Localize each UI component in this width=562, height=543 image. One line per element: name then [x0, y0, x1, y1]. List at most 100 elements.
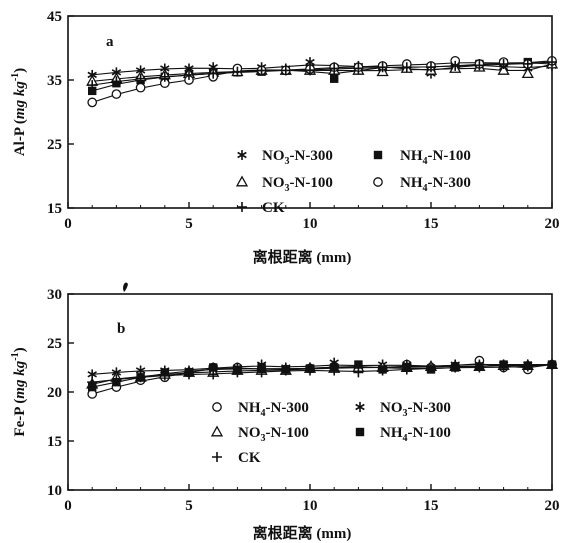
data-point	[521, 67, 534, 79]
legend-marker	[235, 175, 249, 187]
data-point	[159, 370, 170, 381]
data-point	[522, 361, 533, 372]
x-tick-label: 0	[64, 216, 72, 232]
legend-marker	[355, 402, 365, 412]
data-point	[329, 365, 340, 376]
x-tick-label: 15	[424, 498, 439, 514]
legend-entry: NO3-N-100	[210, 425, 309, 444]
x-axis-label: 离根距离 (mm)	[253, 524, 352, 542]
x-tick-label: 0	[64, 498, 72, 514]
y-tick-label: 20	[47, 385, 62, 401]
legend-entry: NO3-N-300	[237, 148, 333, 167]
data-point	[547, 57, 557, 68]
data-point	[377, 62, 388, 73]
series-nh4-n-100	[88, 57, 557, 96]
data-point	[329, 63, 340, 74]
data-point	[547, 359, 557, 370]
data-point	[184, 69, 194, 80]
y-axis-label-sup: -1	[10, 352, 21, 360]
legend-label: NH4-N-300	[400, 175, 471, 194]
data-point	[87, 97, 98, 108]
y-axis-label-prefix: Al-P (	[12, 119, 28, 156]
series-ck	[87, 359, 557, 388]
data-point	[88, 86, 97, 96]
legend-entry: NH4-N-300	[373, 175, 471, 194]
data-point	[497, 63, 510, 75]
y-tick-label: 45	[47, 9, 62, 25]
legend-label: NO3-N-100	[262, 175, 333, 194]
chart-panel-a: 0 5 10 15 20 15 25 35 45 离根距离 (mm) Al-P (mg kg-1) a…	[10, 9, 560, 266]
x-tick-label: 5	[185, 498, 193, 514]
legend-label: NO3-N-300	[262, 148, 333, 167]
data-point	[401, 364, 412, 375]
legend-marker	[373, 150, 383, 160]
x-tick-label: 5	[185, 216, 193, 232]
data-point	[135, 372, 146, 383]
legend-marker	[373, 177, 383, 187]
y-axis-label-suffix: )	[12, 347, 28, 352]
legend-entry: CK	[212, 450, 261, 466]
y-axis-label-unit: mg kg	[12, 81, 28, 119]
data-point	[353, 367, 364, 378]
data-point	[450, 362, 461, 373]
data-point	[353, 63, 364, 74]
series-no3-n-100	[86, 358, 559, 389]
data-point	[209, 363, 218, 372]
data-point	[305, 65, 315, 76]
legend-entry: CK	[237, 200, 285, 216]
legend-label: NO3-N-100	[238, 425, 309, 444]
legend-marker	[237, 150, 247, 160]
data-point	[330, 74, 339, 83]
data-point	[474, 362, 485, 373]
y-axis-label-suffix: )	[12, 68, 28, 73]
data-point	[111, 89, 122, 99]
data-point	[208, 369, 219, 380]
legend-marker	[212, 452, 222, 462]
data-point	[280, 65, 291, 76]
data-point	[232, 367, 243, 378]
x-tick-label: 20	[545, 216, 560, 232]
legend: NH4-N-300 NO3-N-300 NO3-N-100 NH4-N-100 CK	[210, 400, 451, 466]
legend-entry: NO3-N-100	[235, 175, 333, 194]
legend: NO3-N-300 NH4-N-100 NO3-N-100 NH4-N-300 CK	[235, 148, 471, 216]
data-point	[232, 66, 243, 77]
legend-marker	[355, 427, 365, 437]
data-point	[354, 360, 363, 369]
data-point	[498, 362, 509, 373]
y-axis-label: Fe-P (mg kg-1)	[10, 347, 28, 436]
legend-label: NH4-N-300	[238, 400, 309, 419]
y-axis-label-prefix: Fe-P (	[12, 399, 28, 437]
chart-panel-b: 0 5 10 15 20 10 15 20 25 30 离根距离 (mm) Fe-P (mg kg-1…	[10, 287, 560, 542]
data-point	[305, 365, 315, 376]
y-tick-label: 30	[47, 287, 62, 303]
data-point	[135, 73, 146, 84]
legend-label: NH4-N-100	[400, 148, 471, 167]
data-point	[208, 68, 219, 79]
legend-label: NH4-N-100	[380, 425, 451, 444]
data-point	[426, 363, 436, 374]
data-point	[474, 60, 485, 71]
legend-entry: NH4-N-300	[212, 400, 309, 419]
data-point	[426, 62, 436, 73]
data-point	[87, 80, 98, 91]
x-tick-label: 15	[424, 216, 439, 232]
data-point	[450, 60, 461, 71]
stray-mark	[123, 282, 128, 292]
data-point	[135, 82, 146, 93]
data-point	[111, 76, 122, 87]
legend-marker	[212, 402, 222, 412]
data-point	[184, 369, 194, 380]
data-point	[159, 71, 170, 82]
data-point	[377, 365, 388, 376]
y-tick-label: 15	[47, 201, 62, 217]
legend-entry: NH4-N-100	[355, 425, 451, 444]
legend-label: CK	[238, 450, 261, 466]
panel-label: b	[117, 321, 125, 337]
y-axis-label-unit: mg kg	[12, 360, 28, 398]
y-axis-label: Al-P (mg kg-1)	[10, 68, 28, 156]
legend-entry: NH4-N-100	[373, 148, 471, 167]
series-nh4-n-300	[87, 355, 557, 399]
series-ck	[87, 57, 557, 91]
data-point	[87, 377, 98, 388]
